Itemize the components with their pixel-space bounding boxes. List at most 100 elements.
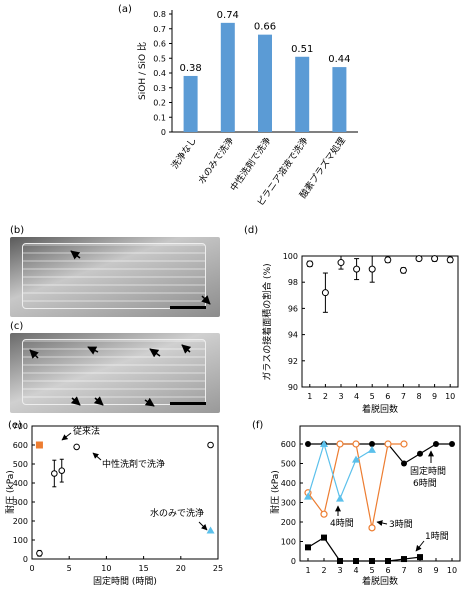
chart-f-ytick-label: 400 — [281, 479, 296, 488]
chart-d-xtick-label: 7 — [401, 392, 406, 401]
chart-e-annotation-conventional: 従来法 — [73, 425, 100, 437]
arrow-c-4 — [181, 344, 192, 354]
arrow-b-1 — [70, 250, 81, 260]
chart-a-ytick-label: 0.5 — [153, 54, 166, 63]
chart-f-arrow-1h — [415, 540, 425, 552]
chart-a-y-ticks: 0 0.1 0.2 0.3 0.4 0.5 0.6 0.7 0.8 — [153, 10, 172, 137]
chart-a-ylabel: SiOH / SiO 比 — [136, 42, 148, 100]
chart-f-series-6h-point — [417, 450, 423, 457]
chart-a-value-label: 0.74 — [217, 10, 239, 21]
chart-d-xtick-label: 6 — [385, 392, 390, 401]
panel-label-a: (a) — [118, 4, 132, 15]
glass-chip-c — [22, 339, 206, 405]
chart-f-series-6h-line — [308, 443, 452, 465]
chart-e-ytick-label: 0 — [23, 555, 28, 564]
chart-a-bars — [183, 22, 347, 133]
chart-d-xtick-label: 1 — [307, 392, 312, 401]
chart-f-annotation-fixed: 固定時間 — [410, 465, 446, 477]
chart-a-bar — [332, 67, 347, 132]
chart-a-value-label: 0.38 — [179, 63, 201, 74]
chart-f-series-4h-point — [368, 445, 376, 453]
chart-e-arrow-detergent — [92, 452, 102, 461]
device-photo-b — [10, 237, 220, 317]
chart-d-point — [431, 255, 439, 263]
chart-f-ytick-label: 500 — [281, 460, 296, 469]
chart-e-ylabel: 耐圧 (kPa) — [4, 470, 16, 514]
chart-d-point — [368, 265, 376, 273]
chart-d-ytick-label: 92 — [288, 357, 298, 366]
chart-a-ytick-label: 0.6 — [153, 40, 166, 49]
chart-d-point — [399, 266, 407, 274]
chart-d-xtick-label: 10 — [445, 392, 455, 401]
chart-a-bar — [258, 34, 272, 132]
chart-d-ytick-label: 96 — [288, 304, 298, 313]
chart-f-ytick-label: 100 — [281, 538, 296, 547]
chart-f-series-6h-point — [369, 441, 375, 447]
chart-f-series-4h-point — [320, 440, 328, 447]
chart-f-xtick-label: 10 — [447, 566, 457, 575]
chart-d-xtick-label: 3 — [338, 392, 343, 401]
chart-d-point — [353, 265, 361, 273]
arrow-c-7 — [144, 397, 155, 407]
photo-arrows-c — [29, 344, 192, 407]
chart-e-xlabel: 固定時間 (時間) — [93, 575, 157, 587]
chart-f-series-4h-point — [304, 492, 312, 500]
arrow-c-2 — [87, 346, 99, 355]
chart-e-ytick-label: 600 — [13, 441, 28, 450]
chart-d-ytick-label: 100 — [283, 252, 298, 261]
chart-f-series-3h-point — [384, 440, 392, 448]
chart-f-series-6h-point — [449, 441, 455, 447]
chart-a-value-label: 0.44 — [328, 54, 350, 65]
chart-a-category-label: 水のみで洗浄 — [195, 135, 236, 186]
chart-e-frame — [31, 425, 219, 560]
chart-f-series-6h-point — [305, 441, 311, 447]
chart-f-xtick-label: 9 — [433, 566, 438, 575]
chart-a-ytick-label: 0.3 — [153, 84, 166, 93]
chart-f-ylabel: 耐圧 (kPa) — [269, 470, 281, 514]
panel-label-c: (c) — [10, 321, 23, 332]
chart-f-series-4h-line — [307, 441, 373, 501]
chart-e-xtick-label: 20 — [176, 564, 186, 573]
arrow-c-3 — [149, 348, 161, 358]
chart-f-series-1h-point — [305, 544, 311, 551]
chart-d-xlabel: 着脱回数 — [362, 403, 398, 415]
chart-f-ytick-label: 0 — [291, 557, 296, 566]
chart-d-xtick-label: 9 — [432, 392, 437, 401]
chart-d-ylabel: ガラスの接着面積の割合 (%) — [261, 263, 273, 380]
chart-f-series-1h-point — [369, 558, 375, 564]
chart-e-xtick-label: 25 — [213, 564, 223, 573]
chart-f-series-1h-point — [385, 558, 391, 564]
chart-a-ytick-label: 0.4 — [153, 69, 166, 78]
chart-e-xtick-label: 5 — [67, 564, 72, 573]
chart-a-category-label: 洗浄なし — [169, 135, 199, 171]
chart-e-y-ticks: 0 100 200 300 400 500 600 700 — [13, 422, 35, 564]
arrow-c-6 — [93, 396, 104, 406]
chart-e-point-square — [35, 441, 43, 449]
chart-e-xtick-label: 10 — [101, 564, 111, 573]
chart-e-ytick-label: 100 — [13, 536, 28, 545]
chart-f-xlabel: 着脱回数 — [362, 575, 398, 587]
chart-d-y-ticks: 90 92 94 96 98 100 — [283, 252, 305, 392]
chart-f-series-1h-point — [321, 534, 327, 541]
panel-label-b: (b) — [10, 225, 24, 236]
chart-e-points — [35, 441, 215, 557]
chart-a-bar — [183, 75, 198, 132]
arrow-c-5 — [70, 396, 81, 406]
chart-f-xtick-label: 6 — [385, 566, 390, 575]
chart-d-xtick-label: 2 — [323, 392, 328, 401]
chart-e: 0 100 200 300 400 500 600 700 0 5 10 15 20 25 固定時間 (… — [4, 422, 223, 587]
chart-e-xtick-label: 15 — [139, 564, 149, 573]
glass-chip-b — [22, 243, 206, 309]
panel-label-e: (e) — [8, 420, 22, 431]
chart-f-series-4h-point — [352, 455, 360, 463]
panel-label-d: (d) — [244, 225, 258, 236]
photo-arrows-b — [70, 250, 211, 305]
chart-f-xtick-label: 2 — [321, 566, 326, 575]
chart-a-ytick-label: 0.2 — [153, 99, 166, 108]
chart-d-point — [384, 256, 392, 264]
chart-f-ytick-label: 600 — [281, 440, 296, 449]
chart-f-xtick-label: 5 — [369, 566, 374, 575]
